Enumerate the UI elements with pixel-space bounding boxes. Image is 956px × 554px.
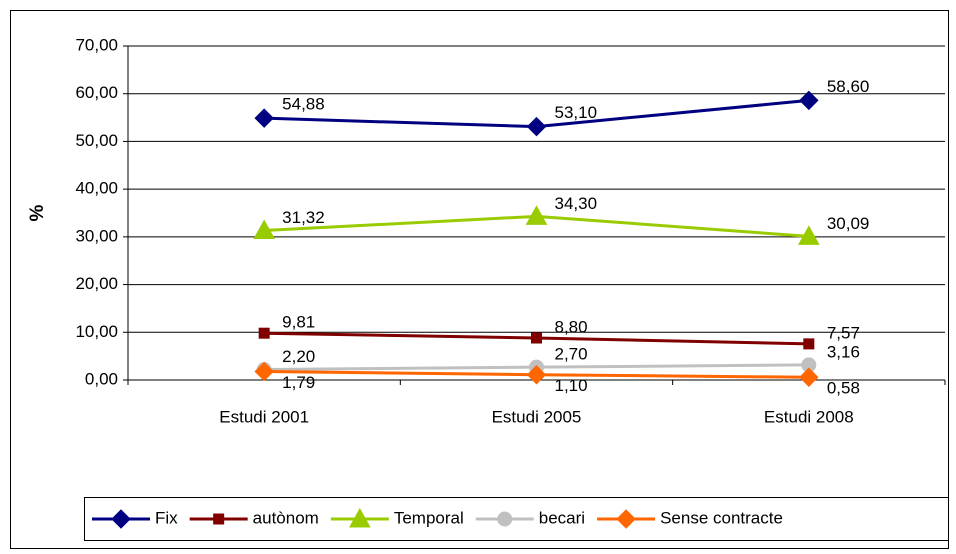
data-label: 7,57 bbox=[827, 323, 860, 342]
chart-border bbox=[10, 10, 949, 549]
legend-marker bbox=[497, 511, 513, 527]
data-label: 58,60 bbox=[827, 77, 870, 96]
data-label: 34,30 bbox=[555, 194, 598, 213]
y-tick-label: 70,00 bbox=[75, 35, 118, 54]
y-tick-label: 40,00 bbox=[75, 179, 118, 198]
data-point bbox=[526, 365, 547, 385]
data-point bbox=[258, 327, 270, 339]
data-label: 31,32 bbox=[282, 208, 325, 227]
x-tick-label: Estudi 2005 bbox=[492, 407, 582, 426]
data-point bbox=[525, 205, 548, 225]
data-point bbox=[254, 361, 274, 382]
x-tick-label: Estudi 2008 bbox=[764, 407, 854, 426]
data-point bbox=[803, 338, 815, 350]
legend-marker bbox=[348, 507, 371, 528]
data-point bbox=[254, 108, 274, 128]
data-label: 30,09 bbox=[827, 214, 870, 233]
legend-label: Fix bbox=[155, 508, 178, 527]
legend-label: becari bbox=[539, 508, 585, 527]
legend-marker bbox=[616, 509, 636, 529]
y-tick-label: 10,00 bbox=[75, 322, 118, 341]
y-tick-label: 30,00 bbox=[75, 226, 118, 245]
legend-marker bbox=[111, 509, 131, 529]
x-tick-label: Estudi 2001 bbox=[219, 407, 309, 426]
data-label: 9,81 bbox=[282, 313, 315, 332]
legend-label: Temporal bbox=[394, 508, 464, 527]
legend-label: Sense contracte bbox=[660, 508, 783, 527]
y-tick-label: 50,00 bbox=[75, 131, 118, 150]
legend-marker bbox=[213, 513, 225, 525]
legend-label: autònom bbox=[253, 508, 319, 527]
data-label: 2,20 bbox=[282, 347, 315, 366]
data-point bbox=[531, 332, 542, 344]
data-label: 1,79 bbox=[282, 373, 315, 392]
y-tick-label: 20,00 bbox=[75, 274, 118, 293]
y-tick-label: 60,00 bbox=[75, 83, 118, 102]
y-axis-label: % bbox=[27, 204, 48, 221]
data-point bbox=[799, 90, 819, 111]
data-label: 8,80 bbox=[555, 317, 588, 336]
data-label: 53,10 bbox=[555, 103, 598, 122]
data-label: 2,70 bbox=[555, 345, 588, 364]
data-label: 0,58 bbox=[827, 379, 860, 398]
data-label: 54,88 bbox=[282, 95, 325, 114]
data-point bbox=[253, 219, 276, 240]
data-label: 1,10 bbox=[555, 376, 588, 395]
data-point bbox=[526, 116, 547, 137]
data-label: 3,16 bbox=[827, 342, 860, 361]
data-point bbox=[799, 367, 819, 387]
y-tick-label: 0,00 bbox=[85, 369, 118, 388]
data-point bbox=[797, 225, 820, 245]
